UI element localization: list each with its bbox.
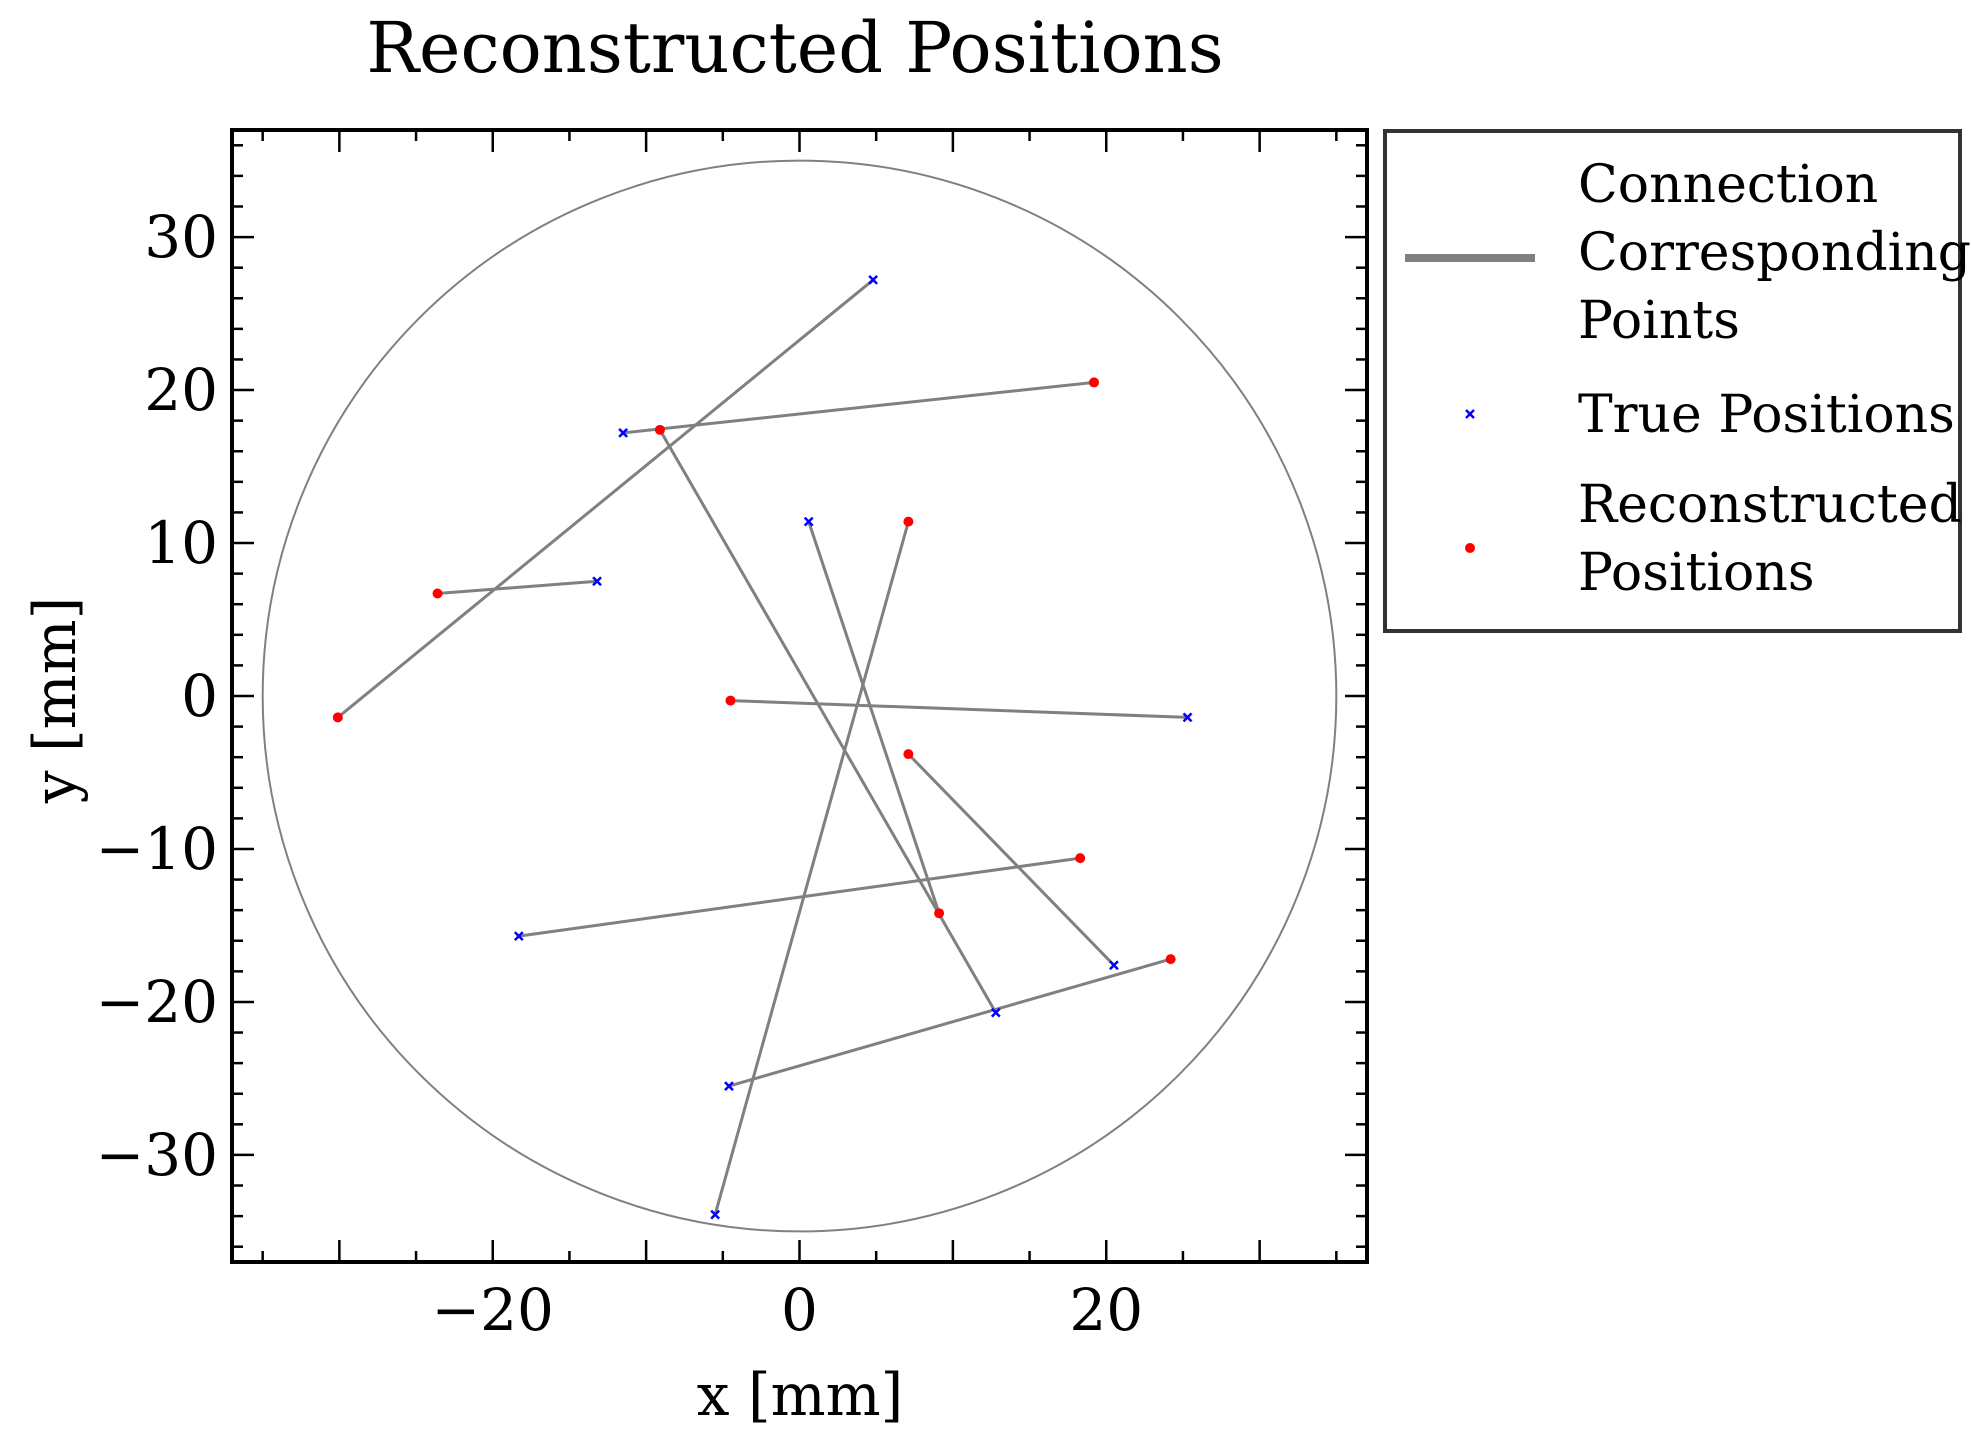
true-position-point-8-stroke-b xyxy=(724,1081,734,1091)
true-position-point-5 xyxy=(513,931,524,942)
reconstructed-position-point-4 xyxy=(725,695,736,706)
connection-line-0 xyxy=(336,278,875,719)
true-position-point-9 xyxy=(710,1209,721,1220)
y-tick-label-4: 10 xyxy=(144,509,218,577)
reconstructed-position-point-9 xyxy=(903,516,914,527)
legend-true-cross-stroke-b xyxy=(1465,409,1475,419)
true-position-point-5-stroke-b xyxy=(513,931,524,942)
reconstructed-position-point-3 xyxy=(432,588,443,599)
reconstructed-position-point-2 xyxy=(934,908,945,919)
connection-line-9 xyxy=(713,521,910,1215)
legend-box xyxy=(1383,129,1962,633)
true-position-point-1-stroke-b xyxy=(618,428,628,438)
x-axis-label: x [mm] xyxy=(697,1361,903,1429)
y-axis-label: y [mm] xyxy=(21,597,89,804)
legend: Connection Corresponding Points True Pos… xyxy=(1383,129,1971,633)
true-position-point-0 xyxy=(868,275,879,285)
true-position-point-3 xyxy=(592,576,602,587)
legend-true-cross xyxy=(1465,409,1475,419)
true-position-point-7 xyxy=(990,1007,1001,1018)
connection-line-8 xyxy=(728,957,1172,1088)
legend-reconstructed-line-1: Reconstructed xyxy=(1578,475,1962,535)
reconstructed-position-point-1 xyxy=(1088,377,1099,388)
connection-line-2 xyxy=(807,521,941,914)
legend-reconstructed-line-2: Positions xyxy=(1578,543,1815,603)
legend-true-line-1: True Positions xyxy=(1578,385,1955,445)
true-position-point-0-stroke-b xyxy=(868,275,879,285)
legend-reconstructed-label: Reconstructed Positions xyxy=(1578,475,1971,603)
y-tick-label-1: −20 xyxy=(96,968,218,1036)
plot-area xyxy=(261,159,1338,1233)
y-tick-label-5: 20 xyxy=(144,356,218,424)
true-position-point-2 xyxy=(803,516,814,527)
y-tick-label-2: −10 xyxy=(96,815,218,883)
legend-reconstructed-marker xyxy=(1465,543,1475,553)
true-position-point-4 xyxy=(1182,712,1193,723)
reconstructed-position-point-6 xyxy=(903,749,914,760)
true-position-point-7-stroke-b xyxy=(990,1007,1001,1018)
y-tick-label-3: 0 xyxy=(181,662,218,730)
connection-line-7 xyxy=(658,429,998,1014)
connection-line-1 xyxy=(622,380,1095,435)
connection-line-3 xyxy=(437,579,598,596)
true-position-point-6 xyxy=(1109,960,1119,971)
true-position-point-3-stroke-b xyxy=(592,576,602,587)
true-position-point-1 xyxy=(618,428,628,438)
y-tick-label-0: −30 xyxy=(96,1121,218,1189)
true-position-point-2-stroke-b xyxy=(803,516,814,527)
legend-connection-line-1: Connection xyxy=(1578,155,1878,215)
boundary-circle xyxy=(261,159,1338,1233)
true-position-point-9-stroke-b xyxy=(710,1209,721,1220)
true-position-point-6-stroke-b xyxy=(1109,960,1119,971)
reconstructed-position-point-0 xyxy=(332,712,343,723)
legend-true-marker xyxy=(1465,409,1475,419)
legend-connection-label: Connection Corresponding Points xyxy=(1578,155,1971,351)
connection-line-6 xyxy=(907,753,1116,967)
legend-true-label: True Positions xyxy=(1578,385,1955,445)
plot-frame xyxy=(230,128,1369,1264)
x-tick-label-2: 20 xyxy=(1069,1276,1143,1344)
connection-line-4 xyxy=(730,699,1188,719)
x-tick-label-1: 0 xyxy=(781,1276,818,1344)
axis-ticks: −20 0 20 −30 −20 −10 0 10 20 30 xyxy=(96,130,1367,1344)
true-position-point-4-stroke-b xyxy=(1182,712,1193,723)
connection-line-5 xyxy=(518,856,1081,938)
x-tick-label-0: −20 xyxy=(432,1276,554,1344)
true-position-point-8 xyxy=(724,1081,734,1091)
legend-connection-line-2: Corresponding xyxy=(1578,223,1971,283)
reconstructed-position-point-7 xyxy=(654,424,665,435)
legend-connection-line-3: Points xyxy=(1578,291,1740,351)
chart-title: Reconstructed Positions xyxy=(366,7,1223,89)
reconstructed-position-point-8 xyxy=(1165,954,1176,965)
reconstructed-position-point-5 xyxy=(1075,853,1086,864)
y-tick-label-6: 30 xyxy=(144,203,218,271)
